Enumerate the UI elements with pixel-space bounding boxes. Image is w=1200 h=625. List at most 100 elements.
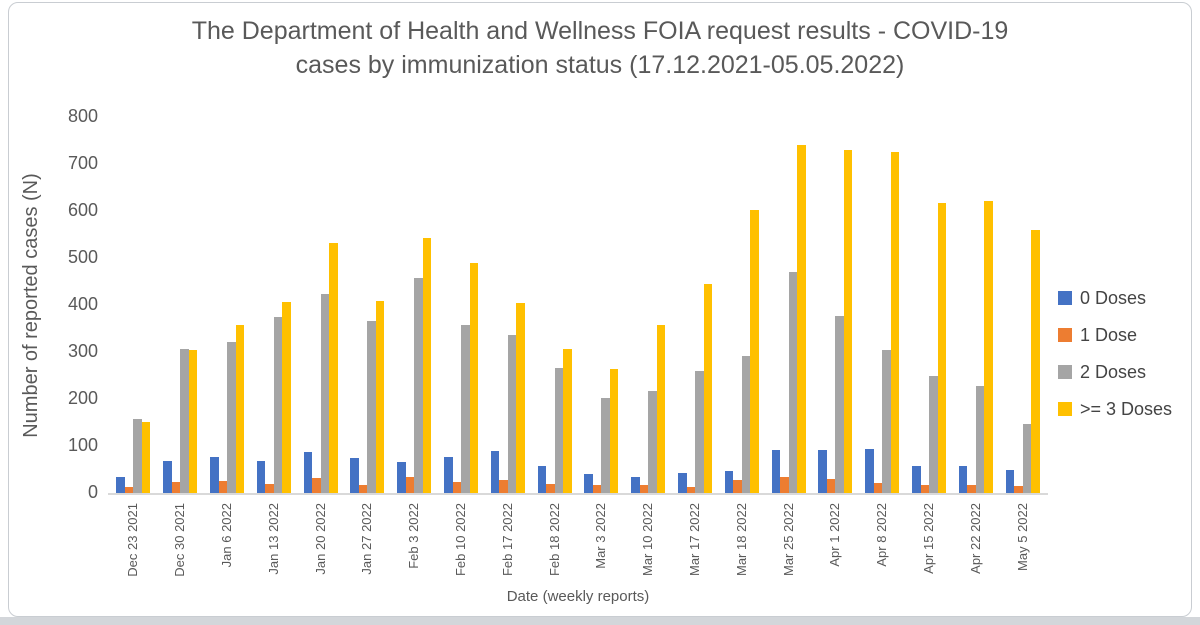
- bar-1-dose: [405, 476, 415, 493]
- x-tick-label: Apr 8 2022: [874, 503, 890, 567]
- bar-2-doses: [554, 368, 564, 493]
- bar-1-dose: [265, 483, 274, 493]
- y-tick-label: 500: [67, 247, 98, 267]
- bar--3-doses: [890, 152, 900, 493]
- x-axis-title: Date (weekly reports): [506, 588, 650, 605]
- bar-1-dose: [592, 485, 602, 493]
- x-tick-label: Mar 18 2022: [733, 503, 749, 576]
- bar-1-dose: [780, 477, 789, 493]
- bar--3-doses: [797, 145, 806, 493]
- chart-title-line-1: The Department of Health and Wellness FO…: [191, 17, 1009, 45]
- bar-1-dose: [639, 485, 649, 493]
- bar--3-doses: [609, 368, 619, 493]
- bar-0-doses: [210, 457, 219, 493]
- bar--3-doses: [329, 242, 338, 493]
- bar-0-doses: [678, 473, 687, 493]
- bar-0-doses: [163, 461, 172, 493]
- y-tick-label: 600: [67, 200, 98, 220]
- bar-1-dose: [499, 479, 508, 493]
- bar--3-doses: [422, 237, 432, 493]
- legend-swatch-icon: [1058, 365, 1072, 379]
- bar-1-dose: [452, 481, 461, 493]
- bar-1-dose: [826, 478, 836, 493]
- bar-2-doses: [461, 325, 470, 493]
- bar--3-doses: [375, 300, 385, 493]
- bar-2-doses: [1022, 424, 1032, 493]
- bar-0-doses: [444, 457, 453, 493]
- bar-2-doses: [507, 335, 517, 493]
- chart-title-line-2: cases by immunization status (17.12.2021…: [295, 51, 905, 79]
- chart-card: [8, 2, 1192, 617]
- bar-1-dose: [920, 485, 929, 493]
- legend-label: 2 Doses: [1080, 361, 1147, 382]
- x-tick-label: Feb 3 2022: [406, 503, 422, 569]
- legend-label: 1 Dose: [1080, 324, 1138, 345]
- y-tick-label: 400: [67, 294, 98, 314]
- bar--3-doses: [141, 421, 151, 493]
- x-tick-label: Jan 27 2022: [359, 503, 375, 575]
- bar-2-doses: [367, 321, 376, 493]
- x-tick-label: Dec 30 2021: [172, 503, 188, 577]
- bar-2-doses: [133, 418, 142, 493]
- legend-item: >= 3 Doses: [1058, 397, 1172, 421]
- bar-1-dose: [312, 478, 321, 493]
- x-tick-label: May 5 2022: [1014, 503, 1030, 571]
- bar-2-doses: [601, 397, 610, 493]
- legend-label: 0 Doses: [1080, 287, 1147, 308]
- x-tick-label: Feb 10 2022: [453, 503, 468, 577]
- x-tick-label: Apr 22 2022: [967, 503, 983, 574]
- legend: 0 Doses 1 Dose 2 Doses >= 3 Doses: [1058, 286, 1172, 434]
- legend-item: 1 Dose: [1058, 323, 1172, 347]
- bar-0-doses: [116, 477, 125, 493]
- bar-0-doses: [724, 471, 734, 493]
- x-axis-line: [108, 493, 1048, 495]
- bar--3-doses: [1031, 229, 1040, 493]
- bar-1-dose: [171, 482, 181, 493]
- bar--3-doses: [937, 203, 946, 493]
- bar-2-doses: [788, 271, 798, 493]
- bar-1-dose: [218, 481, 227, 493]
- x-tick-label: Jan 13 2022: [265, 503, 281, 575]
- y-tick-label: 300: [67, 341, 98, 361]
- bar-2-doses: [227, 342, 236, 493]
- bar-1-dose: [358, 484, 368, 493]
- bar-0-doses: [958, 465, 968, 493]
- bar--3-doses: [235, 324, 244, 493]
- bar-0-doses: [771, 450, 781, 493]
- x-tick-label: Mar 25 2022: [780, 503, 796, 576]
- bar-1-dose: [873, 483, 883, 493]
- x-tick-label: Feb 17 2022: [499, 503, 515, 577]
- x-tick-label: Jan 20 2022: [312, 503, 328, 575]
- x-tick-label: Apr 15 2022: [921, 503, 936, 574]
- bar-2-doses: [273, 317, 283, 493]
- bar-0-doses: [912, 466, 921, 493]
- bar--3-doses: [656, 324, 666, 493]
- bar-0-doses: [350, 458, 359, 493]
- bar-0-doses: [256, 461, 266, 493]
- x-tick-label: Mar 10 2022: [640, 503, 656, 576]
- bar-0-doses: [865, 449, 874, 493]
- bar-1-dose: [124, 486, 134, 493]
- y-tick-label: 200: [67, 388, 98, 408]
- bar-0-doses: [490, 451, 500, 493]
- x-tick-label: Dec 23 2021: [125, 503, 141, 577]
- bar-2-doses: [741, 355, 751, 493]
- bar-0-doses: [631, 477, 640, 493]
- bar-1-dose: [546, 484, 555, 493]
- bar--3-doses: [750, 209, 759, 493]
- bar--3-doses: [282, 302, 291, 493]
- bar--3-doses: [984, 200, 993, 493]
- bar--3-doses: [516, 303, 525, 493]
- legend-item: 2 Doses: [1058, 360, 1172, 384]
- x-tick-label: Mar 3 2022: [593, 503, 609, 569]
- bar-0-doses: [1005, 470, 1015, 493]
- bar-0-doses: [397, 461, 406, 493]
- y-tick-label: 0: [87, 482, 98, 502]
- legend-swatch-icon: [1058, 291, 1072, 305]
- legend-swatch-icon: [1058, 402, 1072, 416]
- bar-2-doses: [320, 294, 330, 493]
- bar-2-doses: [414, 278, 423, 493]
- y-tick-label: 700: [67, 153, 98, 173]
- x-tick-label: Mar 17 2022: [687, 503, 702, 576]
